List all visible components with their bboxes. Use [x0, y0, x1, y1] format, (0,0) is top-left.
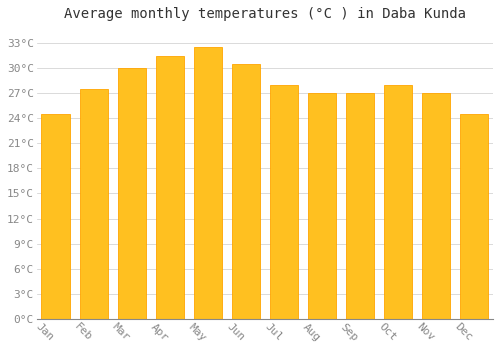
- Bar: [384, 85, 412, 319]
- Bar: [156, 56, 184, 319]
- Bar: [346, 93, 374, 319]
- Bar: [232, 64, 260, 319]
- Bar: [460, 114, 488, 319]
- Bar: [270, 85, 298, 319]
- Title: Average monthly temperatures (°C ) in Daba Kunda: Average monthly temperatures (°C ) in Da…: [64, 7, 466, 21]
- Bar: [118, 68, 146, 319]
- Bar: [308, 93, 336, 319]
- Bar: [422, 93, 450, 319]
- Bar: [42, 114, 70, 319]
- Bar: [80, 89, 108, 319]
- Bar: [194, 47, 222, 319]
